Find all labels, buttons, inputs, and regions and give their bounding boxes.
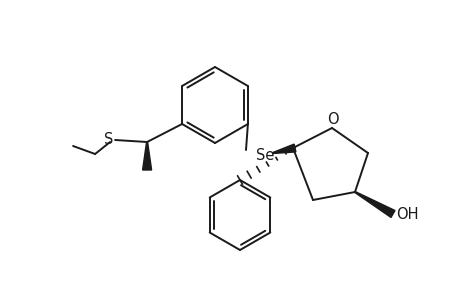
Text: S: S: [103, 133, 113, 148]
Text: OH: OH: [395, 208, 418, 223]
Polygon shape: [354, 192, 394, 218]
Text: O: O: [326, 112, 338, 127]
Text: Se: Se: [256, 148, 274, 163]
Polygon shape: [272, 144, 295, 154]
Polygon shape: [142, 142, 151, 170]
